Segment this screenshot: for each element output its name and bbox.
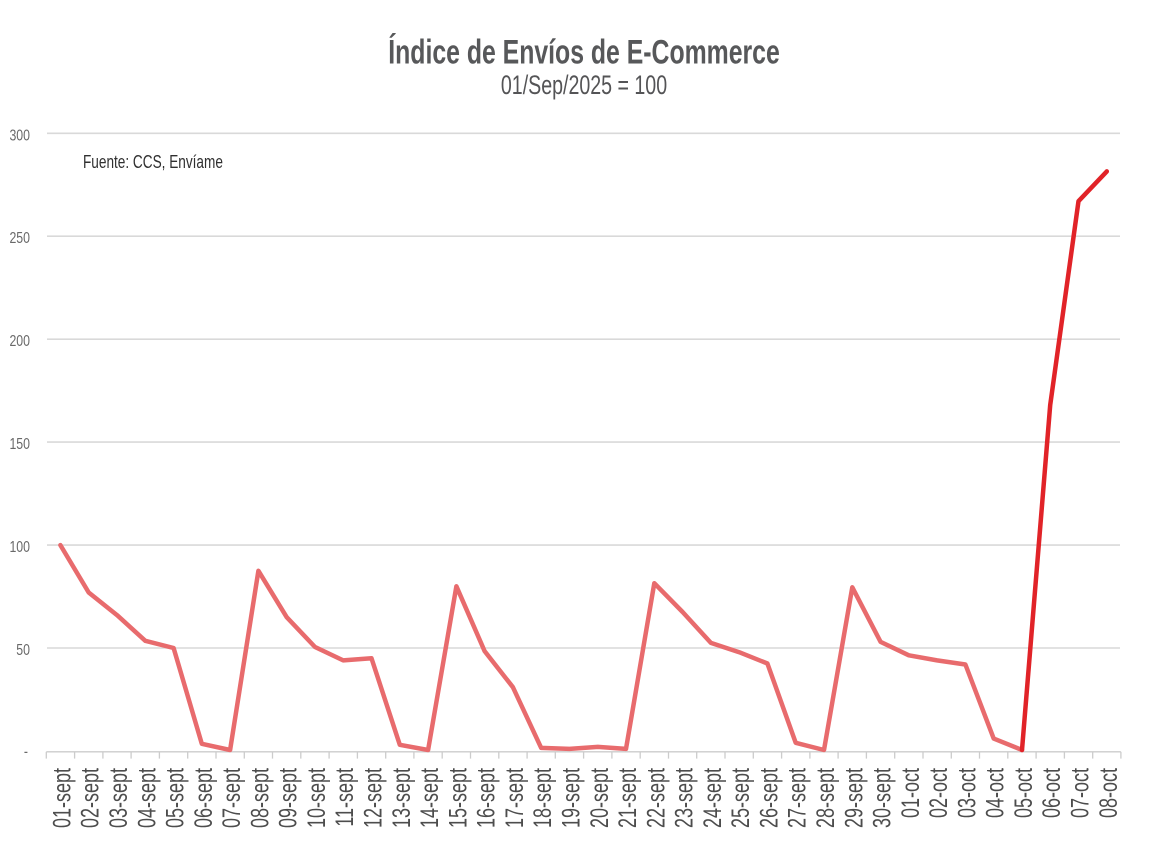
svg-text:03-sept: 03-sept [104,768,133,828]
svg-text:100: 100 [9,539,30,557]
svg-text:10-sept: 10-sept [302,768,331,828]
svg-text:03-oct: 03-oct [952,768,981,818]
svg-text:06-sept: 06-sept [189,768,218,828]
svg-text:27-sept: 27-sept [783,768,812,828]
svg-text:50: 50 [16,642,30,660]
svg-text:04-oct: 04-oct [981,768,1010,818]
svg-text:14-sept: 14-sept [415,768,444,828]
svg-text:04-sept: 04-sept [132,768,161,828]
svg-text:23-sept: 23-sept [670,768,699,828]
svg-text:Fuente: CCS, Envíame: Fuente: CCS, Envíame [83,152,223,172]
svg-text:17-sept: 17-sept [500,768,529,828]
svg-text:30-sept: 30-sept [868,768,897,828]
svg-text:02-oct: 02-oct [924,768,953,818]
svg-text:25-sept: 25-sept [726,768,755,828]
svg-text:150: 150 [9,436,30,454]
svg-text:26-sept: 26-sept [754,768,783,828]
svg-text:02-sept: 02-sept [76,768,105,828]
svg-text:01-oct: 01-oct [896,768,925,818]
svg-text:07-sept: 07-sept [217,768,246,828]
svg-text:19-sept: 19-sept [557,768,586,828]
svg-text:21-sept: 21-sept [613,768,642,828]
svg-text:15-sept: 15-sept [443,768,472,828]
svg-text:01/Sep/2025 = 100: 01/Sep/2025 = 100 [501,70,667,100]
svg-text:29-sept: 29-sept [839,768,868,828]
svg-text:11-sept: 11-sept [330,768,359,827]
svg-text:-: - [24,743,28,761]
svg-text:20-sept: 20-sept [585,768,614,828]
svg-text:200: 200 [9,333,30,351]
svg-text:05-sept: 05-sept [161,768,190,828]
svg-text:Índice de Envíos de E-Commerce: Índice de Envíos de E-Commerce [388,33,780,72]
svg-text:18-sept: 18-sept [528,768,557,828]
svg-text:24-sept: 24-sept [698,768,727,828]
svg-text:28-sept: 28-sept [811,768,840,828]
svg-text:05-oct: 05-oct [1009,768,1038,818]
svg-text:01-sept: 01-sept [47,768,76,828]
svg-text:07-oct: 07-oct [1066,768,1095,818]
svg-text:09-sept: 09-sept [274,768,303,828]
svg-text:13-sept: 13-sept [387,768,416,828]
svg-text:08-sept: 08-sept [245,768,274,828]
svg-text:22-sept: 22-sept [641,768,670,828]
svg-text:300: 300 [9,127,30,145]
svg-text:06-oct: 06-oct [1037,768,1066,818]
svg-text:08-oct: 08-oct [1094,768,1123,818]
svg-text:12-sept: 12-sept [359,768,388,828]
svg-text:250: 250 [9,230,30,248]
svg-text:16-sept: 16-sept [472,768,501,828]
